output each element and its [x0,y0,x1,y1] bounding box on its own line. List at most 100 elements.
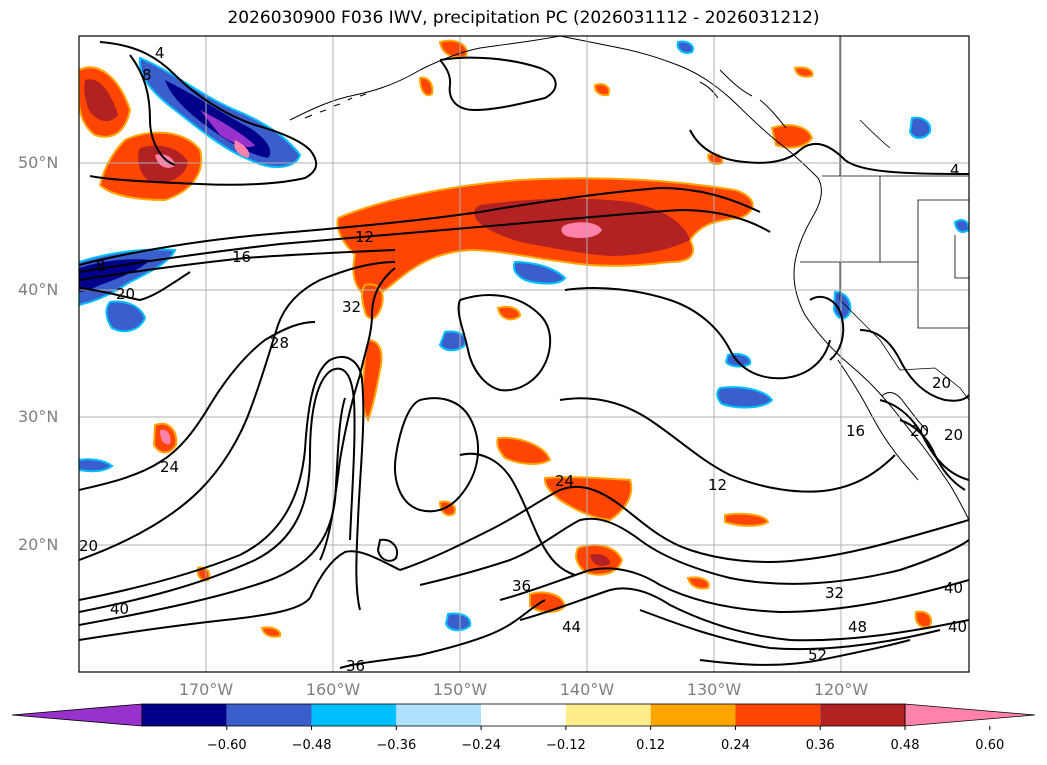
baja-coast [837,359,919,481]
contour-28 [79,261,396,561]
contour-sw-loop [376,538,398,562]
map-frame [78,35,970,673]
contour-label: 4 [950,161,960,179]
political-borders [800,36,969,401]
blue-blob-sw [79,458,114,473]
red-blob-misc8 [593,83,611,97]
red-blob-top2 [418,76,434,97]
colorbar-tick-label: −0.24 [461,738,502,753]
red-band-central [361,283,384,320]
colorbar-swatch [565,704,651,726]
colorbar-tick-label: −0.48 [291,738,332,753]
coastlines [289,36,969,521]
red-blob-tropics3-core [590,554,610,566]
contour-label: 16 [232,248,251,266]
contour-40-south [79,550,401,641]
contour-southwest-1 [79,355,365,611]
contour-ar-12 [79,208,771,273]
colorbar-swatch [735,704,821,726]
colorbar-tick-label: 0.12 [636,738,666,753]
contour-tropics-3 [499,567,969,614]
contour-ar-16 [79,249,396,281]
canada-bc-border [839,36,891,176]
contour-tropics-2 [419,517,969,586]
red-blob-mid1 [496,305,522,321]
contour-label: 52 [808,646,827,664]
contour-label: 20 [79,537,98,555]
contour-label: 24 [160,458,179,476]
colorbar-tick-label: −0.60 [206,738,247,753]
contour-label: 20 [910,422,929,440]
map-plot-area: 4 8 16 12 8 20 28 32 24 20 40 36 36 44 2… [79,36,969,675]
contour-label: 16 [846,422,865,440]
contour-tropics-1 [399,485,969,571]
contour-ar-upper [79,186,761,266]
contour-label: 8 [142,66,152,84]
lat-label-40n: 40°N [18,280,59,299]
alaska-islands [699,69,787,129]
alaska-coast [289,36,561,121]
contour-label: 32 [342,298,361,316]
colorbar-swatch [311,704,397,726]
contour-label: 28 [270,334,289,352]
gridlines [79,36,969,672]
colorbar-tick-label: 0.48 [890,738,920,753]
contour-north-loop [439,56,557,112]
contour-8-north [129,54,176,166]
contour-center [457,294,552,392]
colorbar-extend-high [904,703,1036,727]
colorbar [11,703,1036,730]
contour-center-2 [564,287,831,380]
red-blob-east2 [724,512,770,527]
contour-24-loop [79,321,316,491]
red-blob-misc5 [914,610,932,629]
lon-label-120w: 120°W [813,680,869,699]
blue-blob-west2 [105,300,147,333]
colorbar-swatch [481,704,566,726]
blue-blob-east2 [724,353,752,368]
colorbar-tick-label: 0.60 [975,738,1005,753]
contour-48 [639,609,941,651]
north-coast [559,36,969,521]
lat-label-50n: 50°N [18,153,59,172]
contour-label: 44 [562,618,581,636]
contour-20-west [79,271,191,302]
contour-east-coast-3 [879,399,969,481]
contour-label: 36 [346,657,365,675]
contour-southwest-3 [79,397,346,626]
blue-blob-ca [832,290,852,320]
blue-blob-nw-coast [908,116,932,139]
colorbar-outline [141,703,906,727]
lon-label-140w: 140°W [559,680,615,699]
red-blob-nw-core [84,79,118,122]
blue-blob-central [512,260,567,285]
contour-labels: 4 8 16 12 8 20 28 32 24 20 40 36 36 44 2… [79,44,967,675]
lat-label-30n: 30°N [18,407,59,426]
contour-label: 12 [355,228,374,246]
colorbar-tick-label: −0.12 [545,738,586,753]
negative-anomaly-areas [79,40,969,632]
contour-label: 40 [110,600,129,618]
red-blob-misc6 [260,626,282,638]
iwv-contours [79,41,969,669]
contour-label: 20 [944,426,963,444]
contour-52 [699,639,911,666]
contour-label: 20 [932,374,951,392]
state-border-3 [917,199,969,262]
pink-blob-nw2 [155,154,175,168]
colorbar-swatch [650,704,736,726]
contour-label: 36 [512,577,531,595]
contour-label: 48 [848,618,867,636]
contour-36-south [339,599,546,669]
ca-nv-border [839,262,901,371]
contour-label: 24 [555,472,574,490]
colorbar-tick-label: −0.36 [376,738,417,753]
purple-core [200,110,255,147]
contour-44 [519,587,969,642]
contour-central-inner [459,452,576,576]
colorbar-swatch [226,704,312,726]
red-blob-tropics [496,436,552,465]
contour-east-coast-4 [899,419,966,491]
contour-4-north [89,41,318,186]
